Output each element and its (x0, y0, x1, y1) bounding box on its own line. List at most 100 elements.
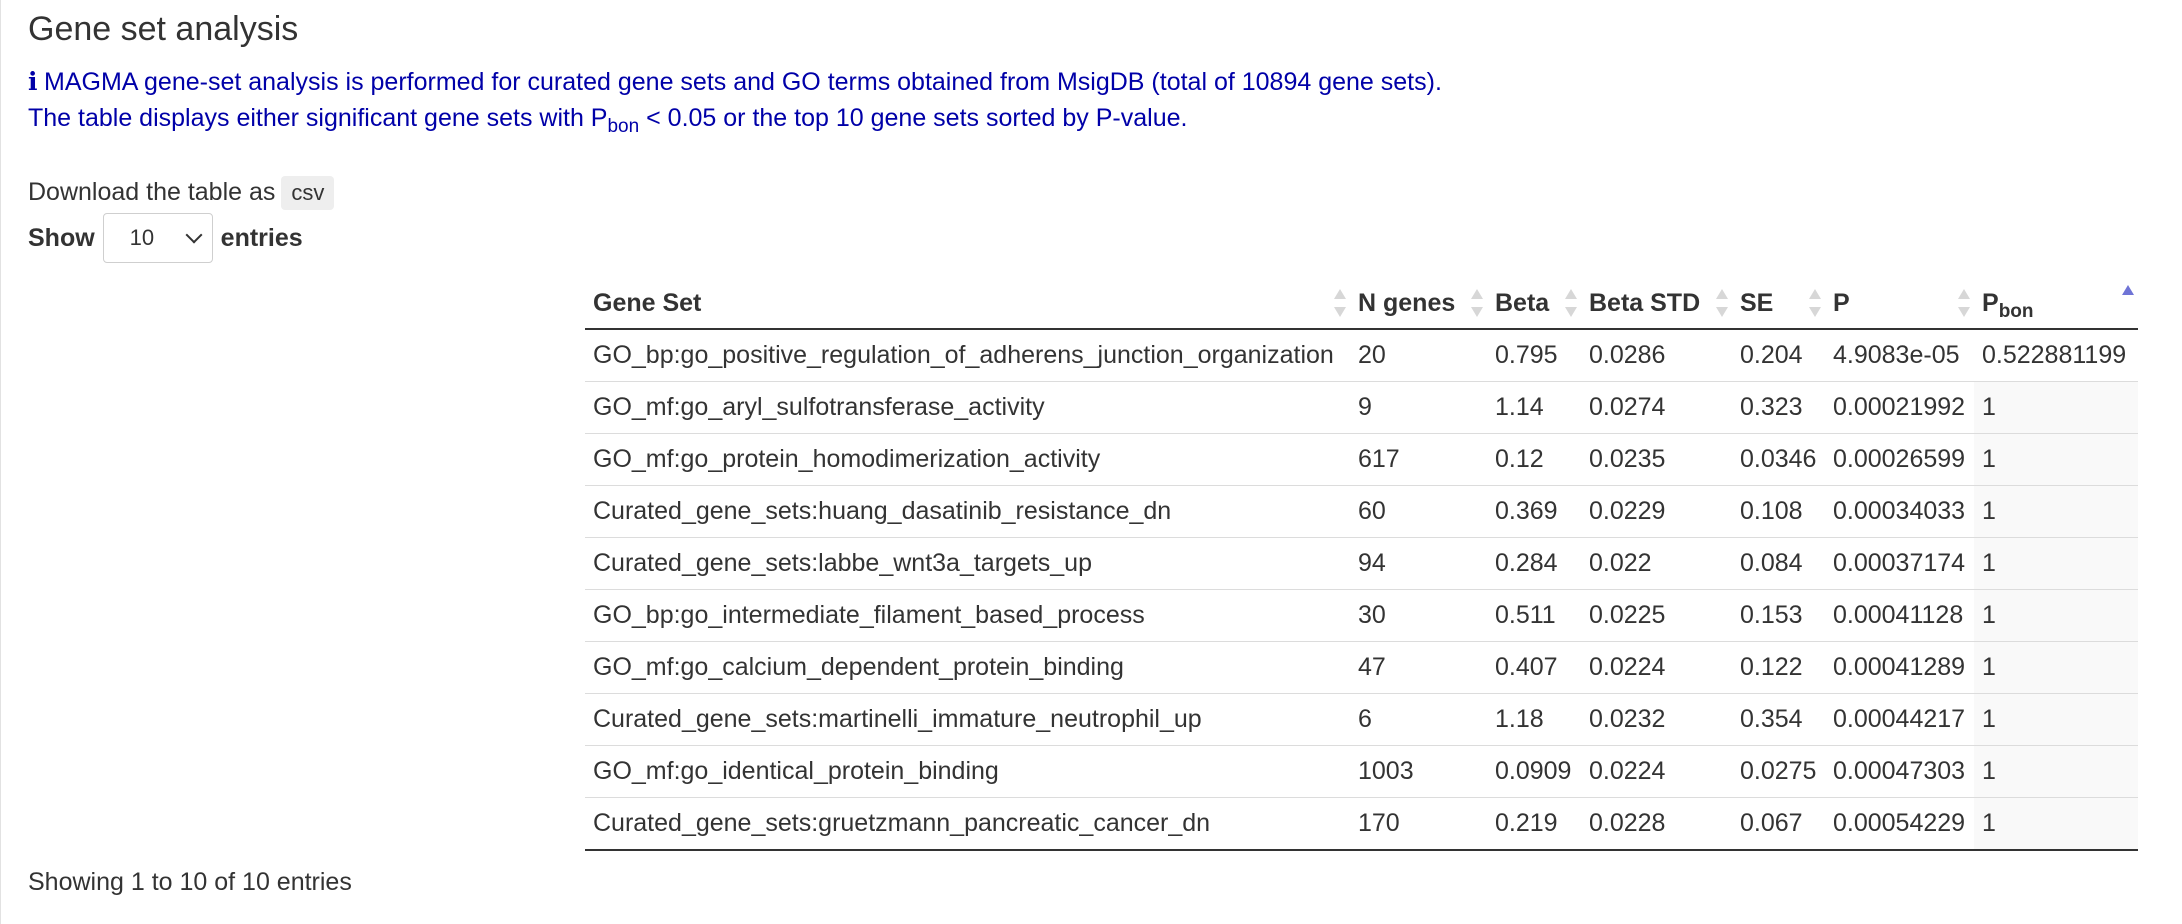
cell-gene-set: Curated_gene_sets:martinelli_immature_ne… (585, 693, 1350, 746)
cell-p: 0.00047303 (1825, 745, 1974, 798)
cell-n-genes: 60 (1350, 485, 1487, 538)
cell-p-bon: 1 (1974, 381, 2138, 434)
cell-beta-std: 0.022 (1581, 537, 1732, 590)
cell-gene-set: Curated_gene_sets:labbe_wnt3a_targets_up (585, 537, 1350, 590)
download-csv-button[interactable]: csv (281, 176, 335, 210)
cell-beta-std: 0.0224 (1581, 641, 1732, 694)
table-info-footer: Showing 1 to 10 of 10 entries (28, 868, 352, 896)
column-header-beta[interactable]: Beta (1487, 278, 1581, 330)
cell-beta: 0.407 (1487, 641, 1581, 694)
cell-n-genes: 1003 (1350, 745, 1487, 798)
table-row: GO_mf:go_protein_homodimerization_activi… (585, 433, 2138, 486)
sort-icon (1716, 289, 1728, 317)
cell-se: 0.0346 (1732, 433, 1825, 486)
cell-p-bon: 1 (1974, 485, 2138, 538)
cell-n-genes: 30 (1350, 589, 1487, 642)
cell-beta: 0.219 (1487, 797, 1581, 851)
cell-se: 0.108 (1732, 485, 1825, 538)
sort-ascending-icon (2122, 285, 2134, 317)
cell-se: 0.0275 (1732, 745, 1825, 798)
cell-p-bon: 1 (1974, 693, 2138, 746)
cell-beta: 0.369 (1487, 485, 1581, 538)
cell-gene-set: GO_mf:go_protein_homodimerization_activi… (585, 433, 1350, 486)
column-header-p[interactable]: P (1825, 278, 1974, 330)
cell-gene-set: GO_mf:go_calcium_dependent_protein_bindi… (585, 641, 1350, 694)
cell-n-genes: 20 (1358, 341, 1386, 369)
gene-set-table: Gene Set N genes Beta Beta STD SE P Pbon… (585, 278, 2138, 851)
column-label: P (1833, 288, 1850, 317)
cell-n-genes: 9 (1350, 381, 1487, 434)
column-header-beta-std[interactable]: Beta STD (1581, 278, 1732, 330)
info-line-2-suffix: < 0.05 or the top 10 gene sets sorted by… (639, 104, 1188, 132)
cell-beta-std: 0.0224 (1581, 745, 1732, 798)
show-entries: Show 10 entries (28, 212, 303, 264)
cell-p: 0.00054229 (1825, 797, 1974, 851)
table-row: GO_bp:go_intermediate_filament_based_pro… (585, 589, 2138, 642)
cell-n-genes: 6 (1350, 693, 1487, 746)
cell-p: 0.00044217 (1825, 693, 1974, 746)
cell-se: 0.354 (1732, 693, 1825, 746)
panel-border (0, 0, 1, 924)
cell-beta-std: 0.0274 (1581, 381, 1732, 434)
column-label: Pbon (1982, 289, 2056, 321)
cell-beta: 0.0909 (1487, 745, 1581, 798)
sort-icon (1471, 289, 1483, 317)
table-row: Curated_gene_sets:labbe_wnt3a_targets_up… (585, 537, 2138, 590)
entries-select[interactable]: 10 (102, 213, 213, 263)
column-header-p-bon[interactable]: Pbon (1974, 278, 2138, 330)
cell-p: 0.00041128 (1825, 589, 1974, 642)
cell-p-bon: 1 (1974, 797, 2138, 851)
cell-n-genes: 617 (1350, 433, 1487, 486)
table-header-row: Gene Set N genes Beta Beta STD SE P Pbon (585, 278, 2138, 330)
cell-beta: 1.18 (1487, 693, 1581, 746)
column-header-n-genes[interactable]: N genes (1350, 278, 1487, 330)
cell-p: 0.00034033 (1825, 485, 1974, 538)
cell-beta: 0.795 (1495, 341, 1558, 369)
cell-p-bon: 1 (1974, 537, 2138, 590)
cell-gene-set: GO_mf:go_aryl_sulfotransferase_activity (585, 381, 1350, 434)
cell-se: 0.323 (1732, 381, 1825, 434)
cell-p: 0.00026599 (1825, 433, 1974, 486)
info-line-2: The table displays either significant ge… (28, 100, 1442, 136)
show-label: Show (28, 224, 95, 252)
cell-gene-set: GO_bp:go_positive_regulation_of_adherens… (593, 341, 1334, 369)
table-row: Curated_gene_sets:martinelli_immature_ne… (585, 693, 2138, 746)
cell-p-bon: 1 (1974, 745, 2138, 798)
cell-gene-set: GO_bp:go_intermediate_filament_based_pro… (585, 589, 1350, 642)
column-label: SE (1740, 288, 1774, 317)
cell-se: 0.204 (1740, 341, 1803, 369)
cell-p: 0.00041289 (1825, 641, 1974, 694)
cell-gene-set: Curated_gene_sets:huang_dasatinib_resist… (585, 485, 1350, 538)
column-label: Beta STD (1589, 288, 1701, 317)
info-text: i MAGMA gene-set analysis is performed fo… (28, 64, 1442, 136)
cell-se: 0.084 (1732, 537, 1825, 590)
cell-beta: 0.284 (1487, 537, 1581, 590)
table-row: GO_mf:go_identical_protein_binding 1003 0.… (585, 745, 2138, 798)
cell-gene-set: Curated_gene_sets:gruetzmann_pancreatic_… (585, 797, 1350, 851)
table-row: Curated_gene_sets:huang_dasatinib_resist… (585, 485, 2138, 538)
column-label: N genes (1358, 288, 1456, 317)
chevron-down-icon (185, 226, 203, 244)
cell-n-genes: 94 (1350, 537, 1487, 590)
cell-p: 0.00021992 (1825, 381, 1974, 434)
cell-se: 0.122 (1732, 641, 1825, 694)
cell-beta-std: 0.0286 (1589, 341, 1666, 369)
cell-gene-set: GO_mf:go_identical_protein_binding (585, 745, 1350, 798)
cell-n-genes: 170 (1350, 797, 1487, 851)
cell-p: 0.00037174 (1825, 537, 1974, 590)
sort-icon (1958, 289, 1970, 317)
info-icon: i (28, 67, 38, 96)
cell-beta-std: 0.0235 (1581, 433, 1732, 486)
cell-beta-std: 0.0232 (1581, 693, 1732, 746)
sort-icon (1809, 289, 1821, 317)
info-line-2-sub: bon (607, 116, 640, 137)
info-line-1: i MAGMA gene-set analysis is performed fo… (28, 64, 1442, 100)
sort-icon (1565, 289, 1577, 317)
info-line-1-text: MAGMA gene-set analysis is performed for… (44, 68, 1442, 96)
column-header-gene-set[interactable]: Gene Set (585, 278, 1350, 330)
sort-icon (1334, 289, 1346, 317)
cell-beta: 0.511 (1487, 589, 1581, 642)
cell-p-bon: 0.522881199 (1974, 329, 2138, 382)
cell-p: 4.9083e-05 (1833, 341, 1960, 369)
column-header-se[interactable]: SE (1732, 278, 1825, 330)
